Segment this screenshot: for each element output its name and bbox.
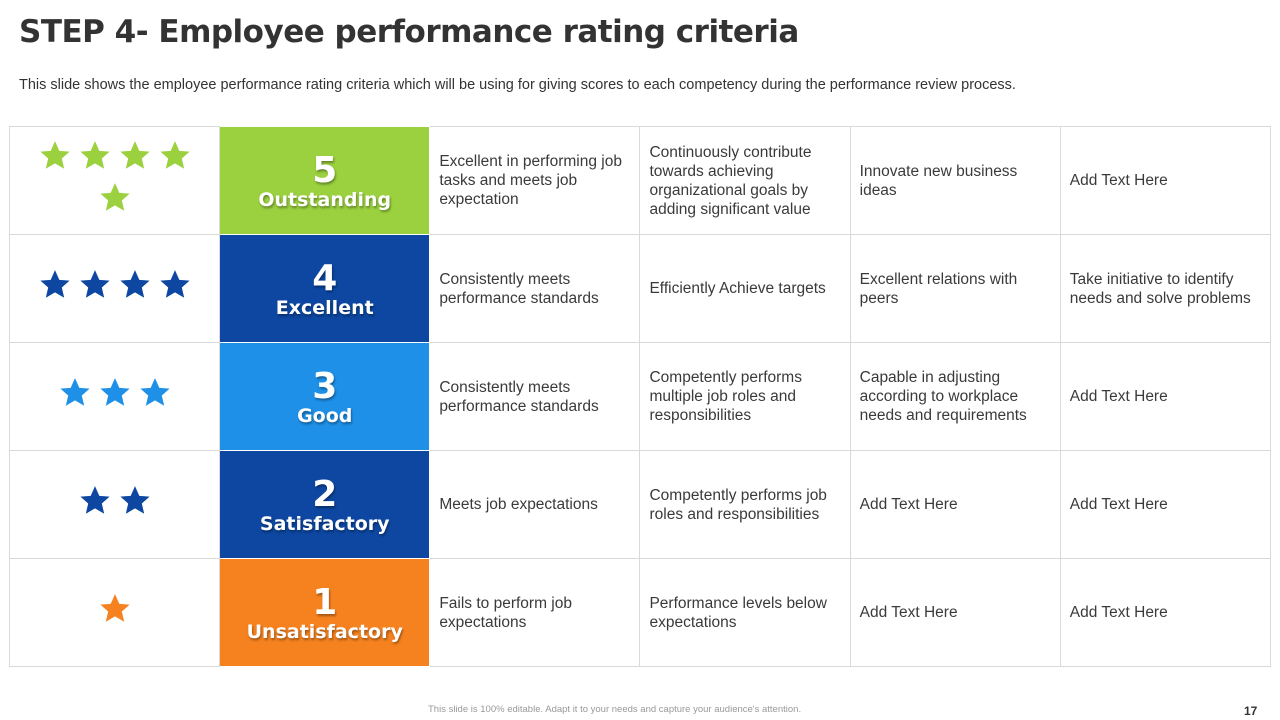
criteria-cell: Efficiently Achieve targets [639, 234, 851, 343]
criteria-cell: Competently performs job roles and respo… [639, 450, 851, 559]
rating-row: 3 Good Consistently meets performance stan… [8, 342, 1272, 451]
rating-row: 4 Excellent Consistently meets performance… [8, 234, 1272, 343]
criteria-cell: Consistently meets performance standards [429, 342, 641, 451]
star-rating [8, 342, 221, 451]
criteria-cell: Innovate new business ideas [849, 126, 1061, 235]
criteria-cell: Add Text Here [849, 450, 1061, 559]
footer-note: This slide is 100% editable. Adapt it to… [428, 704, 802, 715]
rating-row: 2 Satisfactory Meets job expectations Compe… [8, 450, 1272, 559]
criteria-cell: Capable in adjusting according to workpl… [849, 342, 1061, 451]
criteria-cell: Excellent in performing job tasks and me… [429, 126, 641, 235]
star-icon [79, 485, 110, 514]
criteria-cell: Meets job expectations [429, 450, 641, 559]
rating-number: 3 [312, 366, 338, 407]
rating-badge: 2 Satisfactory [219, 450, 431, 559]
star-icon [119, 269, 150, 298]
page-number: 17 [1244, 704, 1258, 718]
rating-row: 5 Outstanding Excellent in performing job … [8, 126, 1272, 235]
rating-number: 1 [312, 582, 338, 623]
criteria-cell: Add Text Here [1059, 342, 1272, 451]
rating-badge: 5 Outstanding [219, 126, 431, 235]
rating-number: 2 [312, 474, 338, 515]
rating-badge: 1 Unsatisfactory [219, 558, 431, 667]
star-rating [8, 126, 221, 235]
rating-label: Good [297, 405, 353, 427]
criteria-cell: Excellent relations with peers [849, 234, 1061, 343]
star-icon [79, 140, 110, 169]
star-icon [99, 182, 130, 211]
rating-row: 1 Unsatisfactory Fails to perform job expe… [8, 558, 1272, 667]
rating-label: Satisfactory [259, 513, 390, 535]
rating-table: 5 Outstanding Excellent in performing job … [8, 126, 1272, 667]
criteria-cell: Consistently meets performance standards [429, 234, 641, 343]
criteria-cell: Competently performs multiple job roles … [639, 342, 851, 451]
star-rating [8, 558, 221, 667]
criteria-cell: Add Text Here [1059, 450, 1272, 559]
star-icon [99, 377, 130, 406]
rating-number: 5 [312, 150, 338, 191]
criteria-cell: Add Text Here [1059, 558, 1272, 667]
star-icon [39, 269, 70, 298]
star-icon [79, 269, 110, 298]
star-icon [139, 377, 170, 406]
criteria-cell: Performance levels below expectations [639, 558, 851, 667]
rating-label: Unsatisfactory [246, 621, 403, 643]
star-rating [8, 234, 221, 343]
criteria-cell: Continuously contribute towards achievin… [639, 126, 851, 235]
rating-label: Excellent [275, 297, 374, 319]
criteria-cell: Add Text Here [1059, 126, 1272, 235]
slide-subtitle: This slide shows the employee performanc… [19, 77, 1016, 93]
rating-badge: 4 Excellent [219, 234, 431, 343]
star-icon [159, 140, 190, 169]
star-icon [59, 377, 90, 406]
rating-badge: 3 Good [219, 342, 431, 451]
rating-label: Outstanding [258, 189, 392, 211]
criteria-cell: Take initiative to identify needs and so… [1059, 234, 1272, 343]
star-icon [99, 593, 130, 622]
star-rating [8, 450, 221, 559]
star-icon [159, 269, 190, 298]
criteria-cell: Fails to perform job expectations [429, 558, 641, 667]
rating-number: 4 [312, 258, 338, 299]
star-icon [39, 140, 70, 169]
star-icon [119, 140, 150, 169]
criteria-cell: Add Text Here [849, 558, 1061, 667]
slide-title: STEP 4- Employee performance rating crit… [19, 14, 799, 50]
star-icon [119, 485, 150, 514]
